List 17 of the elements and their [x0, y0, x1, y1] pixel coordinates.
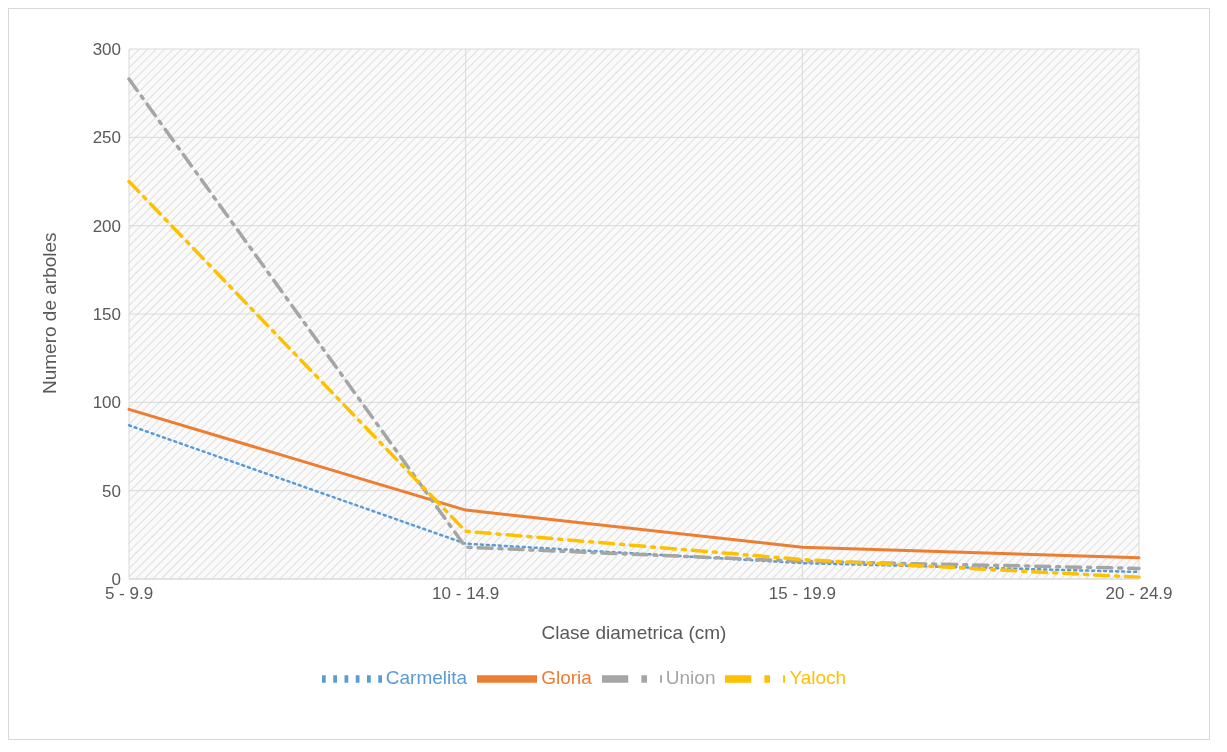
y-tick-label: 200 [92, 216, 121, 236]
y-tick-label: 300 [92, 40, 121, 60]
x-tick-label: 15 - 19.9 [768, 584, 836, 604]
x-tick-label: 20 - 24.9 [1105, 584, 1173, 604]
line-series [127, 77, 1141, 571]
legend-label: Union [665, 667, 716, 689]
y-tick-label: 100 [92, 393, 121, 413]
x-tick-label: 10 - 14.9 [432, 584, 500, 604]
x-axis-title: Clase diametrica (cm) [541, 622, 727, 643]
y-tick-label: 250 [92, 128, 121, 148]
legend-label: Carmelita [385, 667, 468, 689]
legend-label: Gloria [541, 667, 592, 689]
y-tick-label: 50 [102, 481, 121, 501]
legend-label: Yaloch [789, 667, 847, 689]
y-tick-label: 150 [92, 305, 121, 325]
y-axis-title: Numero de arboles [38, 232, 60, 394]
line-series [127, 407, 1141, 560]
